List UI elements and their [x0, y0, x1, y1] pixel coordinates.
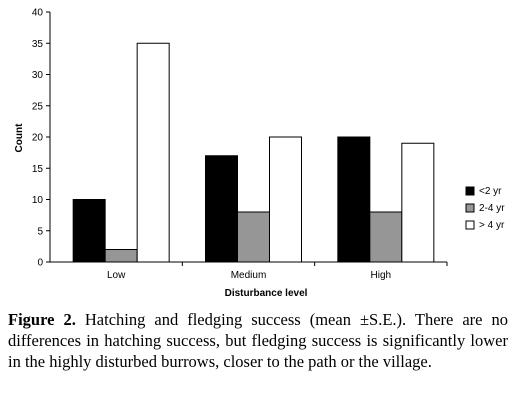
- y-axis-ticks: 0 5 10 15 20 25 30 35 40: [32, 8, 50, 269]
- bar-medium-series-1: [205, 155, 238, 263]
- bar-medium-series-2: [237, 211, 270, 263]
- legend-swatch: [465, 220, 475, 230]
- bar-low-series-1: [72, 199, 106, 263]
- figure-caption: Figure 2. Hatching and fledging success …: [8, 309, 508, 372]
- legend-swatch: [465, 186, 475, 196]
- y-tick-label: 5: [37, 226, 43, 237]
- y-tick-label: 20: [32, 133, 44, 144]
- bar-low-series-3: [136, 42, 170, 263]
- bar-medium-series-3: [269, 136, 302, 263]
- legend-label: > 4 yr: [479, 220, 505, 231]
- x-axis-ticks: Low Medium High: [107, 262, 448, 281]
- x-tick-label: High: [371, 270, 392, 281]
- caption-text: Hatching and fledging success (mean ±S.E…: [8, 310, 509, 371]
- bars: [72, 42, 435, 263]
- y-tick-label: 35: [32, 39, 44, 50]
- x-tick-label: Medium: [231, 270, 267, 281]
- y-tick-label: 15: [32, 164, 44, 175]
- bar-high-series-2: [369, 211, 403, 263]
- y-tick-label: 30: [32, 70, 44, 81]
- legend: <2 yr 2-4 yr > 4 yr: [465, 186, 505, 231]
- caption-label: Figure 2.: [8, 310, 76, 329]
- bar-low-series-2: [104, 249, 138, 263]
- y-tick-label: 10: [32, 195, 44, 206]
- bar-chart: 0 5 10 15 20 25 30 35 40 Low Medium High Count Dis…: [14, 8, 505, 300]
- y-tick-label: 0: [37, 258, 43, 269]
- legend-label: <2 yr: [479, 186, 502, 197]
- y-axis-label: Count: [14, 123, 25, 153]
- y-tick-label: 40: [32, 8, 44, 19]
- x-tick-label: Low: [107, 270, 126, 281]
- bar-high-series-3: [401, 142, 435, 263]
- legend-label: 2-4 yr: [479, 203, 505, 214]
- y-tick-label: 25: [32, 101, 44, 112]
- legend-swatch: [465, 203, 475, 213]
- x-axis-label: Disturbance level: [225, 288, 308, 299]
- bar-high-series-1: [337, 136, 371, 263]
